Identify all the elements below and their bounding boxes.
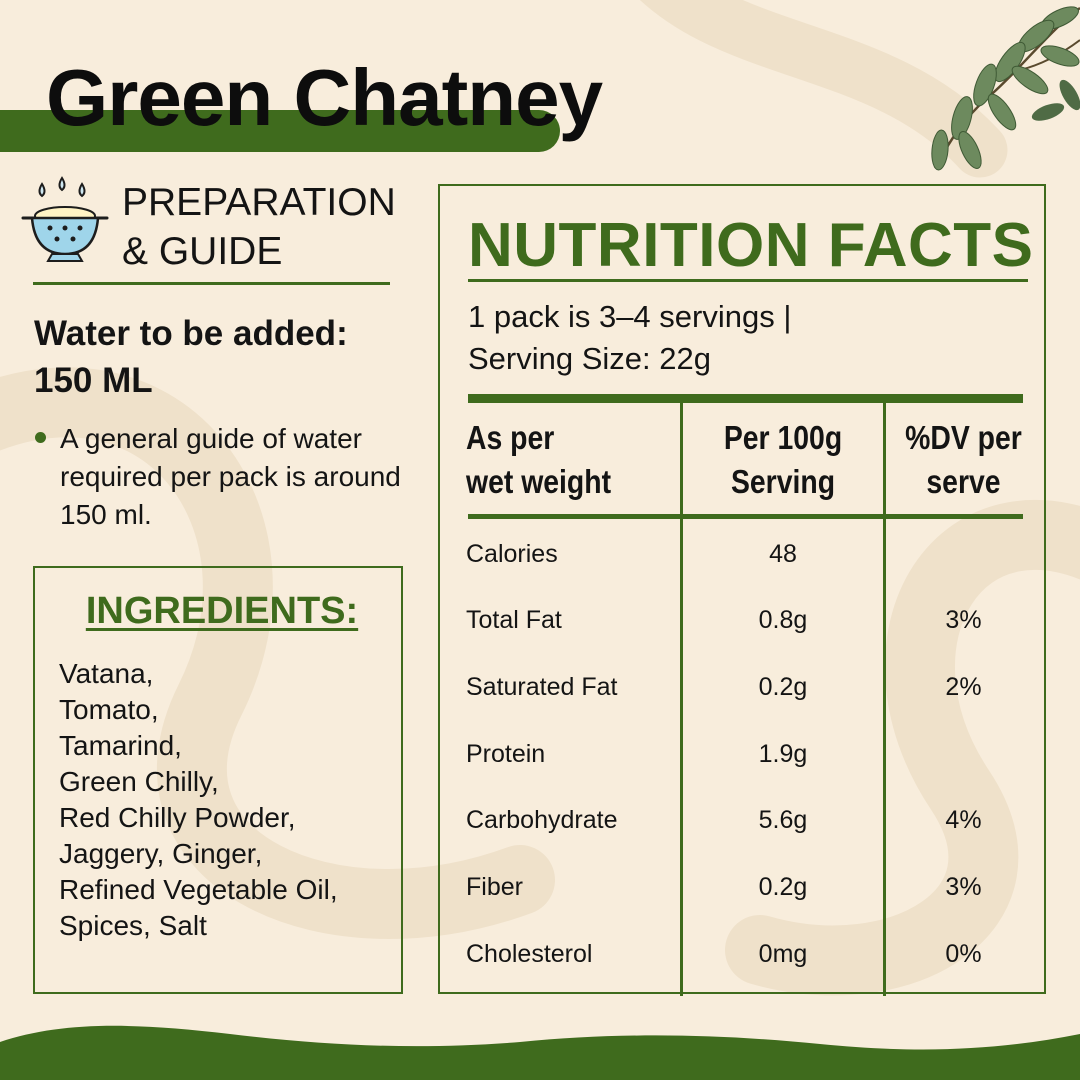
servings-per-pack: 1 pack is 3–4 servings | bbox=[468, 299, 792, 334]
nutrient-value: 1.9g bbox=[758, 740, 808, 768]
ingredient-item: Tamarind, bbox=[59, 730, 182, 761]
nutrient-value: 5.6g bbox=[758, 806, 808, 834]
water-instruction: Water to be added: 150 ML bbox=[34, 310, 348, 404]
ingredient-item: Vatana, bbox=[59, 658, 154, 689]
ingredients-box: INGREDIENTS: Vatana, Tomato, Tamarind, G… bbox=[33, 566, 403, 994]
page-title: Green Chatney bbox=[46, 53, 603, 142]
ingredient-item: Spices, Salt bbox=[59, 910, 207, 941]
ingredient-item: Jaggery, Ginger, bbox=[59, 838, 263, 869]
nutrient-name: Saturated Fat bbox=[466, 673, 618, 701]
nutrient-dv: 4% bbox=[945, 806, 982, 834]
ingredients-list: Vatana, Tomato, Tamarind, Green Chilly, … bbox=[59, 656, 338, 944]
nutrient-dv: 2% bbox=[945, 673, 982, 701]
nutrition-row-cholesterol: Cholesterol 0mg 0% bbox=[440, 934, 1044, 974]
nutrition-heading-divider bbox=[468, 279, 1028, 282]
nutrition-row-fiber: Fiber 0.2g 3% bbox=[440, 867, 1044, 907]
curry-leaves-decoration bbox=[931, 6, 1080, 171]
bullet-icon bbox=[35, 432, 46, 443]
ingredient-item: Green Chilly, bbox=[59, 766, 219, 797]
nutrient-value: 0.2g bbox=[758, 673, 808, 701]
ingredient-item: Refined Vegetable Oil, bbox=[59, 874, 338, 905]
nutrition-facts-heading: NUTRITION FACTS bbox=[468, 211, 1034, 280]
bottom-wave-decoration bbox=[0, 1025, 1080, 1080]
nutrition-row-carbohydrate: Carbohydrate 5.6g 4% bbox=[440, 800, 1044, 840]
title-accent-bar bbox=[0, 110, 560, 152]
preparation-heading-line2: & GUIDE bbox=[122, 230, 283, 273]
column-header-line: Per 100g bbox=[723, 419, 843, 456]
ingredient-item: Tomato, bbox=[59, 694, 159, 725]
nutrient-name: Cholesterol bbox=[466, 940, 593, 968]
colander-icon bbox=[21, 176, 109, 262]
column-header-line: wet weight bbox=[466, 463, 612, 500]
nutrient-value: 48 bbox=[769, 540, 797, 568]
preparation-heading: PREPARATION & GUIDE bbox=[122, 178, 396, 276]
water-amount: 150 ML bbox=[34, 361, 153, 400]
column-header-line: serve bbox=[926, 463, 1001, 500]
column-header-wet-weight: As per wet weight bbox=[466, 416, 611, 504]
column-header-line: Serving bbox=[730, 463, 836, 500]
nutrient-dv: 3% bbox=[945, 606, 982, 634]
nutrient-name: Calories bbox=[466, 540, 558, 568]
nutrition-row-total-fat: Total Fat 0.8g 3% bbox=[440, 600, 1044, 640]
ingredients-heading: INGREDIENTS: bbox=[85, 590, 359, 632]
water-label: Water to be added: bbox=[34, 314, 348, 353]
column-header-dv: %DV per serve bbox=[897, 416, 1030, 504]
nutrient-value: 0.8g bbox=[758, 606, 808, 634]
nutrient-name: Total Fat bbox=[466, 606, 562, 634]
serving-info: 1 pack is 3–4 servings | Serving Size: 2… bbox=[468, 296, 791, 380]
column-header-line: %DV per bbox=[905, 419, 1022, 456]
nutrient-name: Fiber bbox=[466, 873, 523, 901]
ingredient-item: Red Chilly Powder, bbox=[59, 802, 296, 833]
preparation-heading-line1: PREPARATION bbox=[122, 181, 396, 224]
column-header-line: As per bbox=[466, 419, 555, 456]
nutrition-row-saturated-fat: Saturated Fat 0.2g 2% bbox=[440, 667, 1044, 707]
serving-size: Serving Size: 22g bbox=[468, 341, 711, 376]
nutrient-dv: 0% bbox=[945, 940, 982, 968]
preparation-divider bbox=[33, 282, 390, 285]
column-divider bbox=[680, 403, 683, 996]
nutrient-dv: 3% bbox=[945, 873, 982, 901]
nutrient-value: 0mg bbox=[758, 940, 808, 968]
nutrition-row-calories: Calories 48 bbox=[440, 534, 1044, 574]
nutrient-name: Carbohydrate bbox=[466, 806, 618, 834]
column-divider bbox=[883, 403, 886, 996]
column-header-per-100g: Per 100g Serving bbox=[697, 416, 869, 504]
nutrient-name: Protein bbox=[466, 740, 546, 768]
nutrient-value: 0.2g bbox=[758, 873, 808, 901]
nutrition-row-protein: Protein 1.9g bbox=[440, 734, 1044, 774]
water-guide-text: A general guide of water required per pa… bbox=[60, 423, 401, 530]
header-divider bbox=[468, 514, 1023, 519]
nutrition-thick-divider bbox=[468, 394, 1023, 403]
nutrition-facts-panel: NUTRITION FACTS 1 pack is 3–4 servings |… bbox=[438, 184, 1046, 996]
